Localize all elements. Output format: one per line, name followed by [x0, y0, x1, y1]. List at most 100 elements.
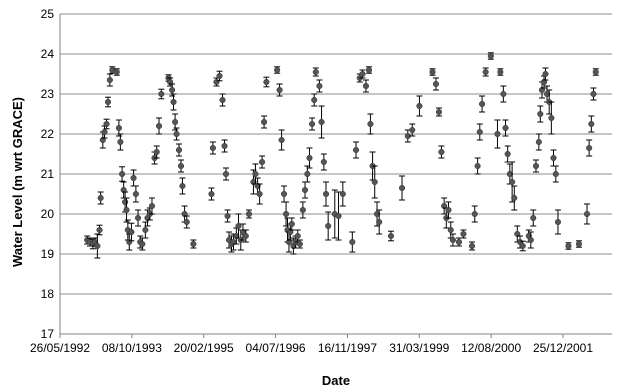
data-point	[142, 221, 149, 239]
point-marker	[565, 242, 572, 250]
point-marker	[316, 82, 323, 90]
point-marker	[113, 68, 120, 76]
data-point	[190, 239, 197, 249]
point-marker	[455, 238, 462, 246]
data-point	[322, 181, 330, 207]
data-point	[445, 201, 452, 219]
data-point	[476, 123, 483, 141]
data-point	[263, 76, 270, 88]
x-tick-label: 25/12/2001	[533, 341, 593, 355]
point-marker	[367, 120, 374, 128]
y-tick-label: 20	[41, 207, 55, 221]
y-tick-label: 23	[41, 87, 55, 101]
data-point	[96, 224, 103, 236]
data-point	[119, 166, 126, 182]
point-marker	[527, 236, 534, 244]
data-point	[216, 70, 223, 82]
point-marker	[233, 232, 240, 240]
point-marker	[304, 170, 311, 178]
data-point	[224, 209, 231, 223]
data-point	[288, 217, 295, 231]
data-points	[84, 52, 599, 259]
point-marker	[181, 210, 188, 218]
point-marker	[476, 128, 483, 136]
point-marker	[543, 90, 551, 98]
point-marker	[538, 86, 546, 94]
point-marker	[172, 118, 179, 126]
point-marker	[299, 206, 306, 214]
point-marker	[278, 136, 285, 144]
point-marker	[190, 240, 197, 248]
data-point	[280, 185, 288, 203]
point-marker	[259, 158, 266, 166]
point-marker	[306, 154, 313, 162]
data-point	[497, 68, 504, 76]
point-marker	[479, 100, 486, 108]
point-marker	[550, 154, 557, 162]
data-point	[117, 133, 124, 151]
point-marker	[447, 226, 454, 234]
data-point	[285, 231, 292, 253]
data-point	[94, 233, 101, 259]
point-marker	[537, 110, 544, 118]
point-marker	[474, 162, 481, 170]
point-marker	[592, 68, 599, 76]
point-marker	[309, 120, 316, 128]
point-marker	[535, 138, 542, 146]
data-point	[276, 83, 283, 97]
data-point	[222, 167, 230, 181]
point-marker	[359, 70, 366, 78]
data-point	[120, 181, 127, 199]
point-marker	[167, 78, 174, 86]
point-marker	[155, 122, 163, 130]
point-marker	[542, 70, 549, 78]
x-tick-label: 26/05/1992	[30, 341, 90, 355]
data-point	[554, 209, 562, 235]
data-point	[283, 201, 290, 227]
point-marker	[96, 226, 103, 234]
data-point	[209, 141, 216, 155]
point-marker	[169, 86, 176, 94]
point-marker	[128, 228, 135, 236]
point-marker	[504, 150, 511, 158]
point-marker	[224, 212, 231, 220]
point-marker	[250, 178, 257, 186]
data-point	[494, 119, 501, 149]
point-marker	[511, 194, 518, 202]
y-axis-title: Water Level (m wrt GRACE)	[10, 97, 25, 267]
data-point	[132, 185, 139, 203]
y-tick-label: 18	[41, 287, 55, 301]
data-point	[242, 229, 249, 243]
point-marker	[252, 170, 259, 178]
data-point	[128, 222, 135, 242]
point-marker	[296, 240, 303, 248]
data-point	[104, 96, 112, 108]
data-point	[514, 225, 521, 243]
point-marker	[216, 72, 223, 80]
point-marker	[97, 194, 104, 202]
point-marker	[294, 232, 301, 240]
data-point	[103, 118, 110, 130]
point-marker	[288, 220, 295, 228]
data-point	[435, 107, 443, 117]
point-marker	[148, 202, 156, 210]
point-marker	[115, 124, 122, 132]
point-marker	[158, 90, 165, 98]
data-point	[172, 113, 179, 131]
point-marker	[283, 210, 290, 218]
data-point	[590, 87, 597, 101]
point-marker	[497, 68, 504, 76]
data-point	[429, 68, 436, 76]
data-point	[335, 191, 342, 241]
point-marker	[554, 218, 562, 226]
data-point	[245, 209, 253, 219]
point-marker	[494, 130, 501, 138]
point-marker	[179, 182, 186, 190]
point-marker	[222, 170, 230, 178]
data-point	[552, 165, 559, 183]
data-point	[106, 73, 113, 87]
point-marker	[94, 242, 101, 250]
point-marker	[311, 96, 318, 104]
data-point	[416, 95, 423, 117]
